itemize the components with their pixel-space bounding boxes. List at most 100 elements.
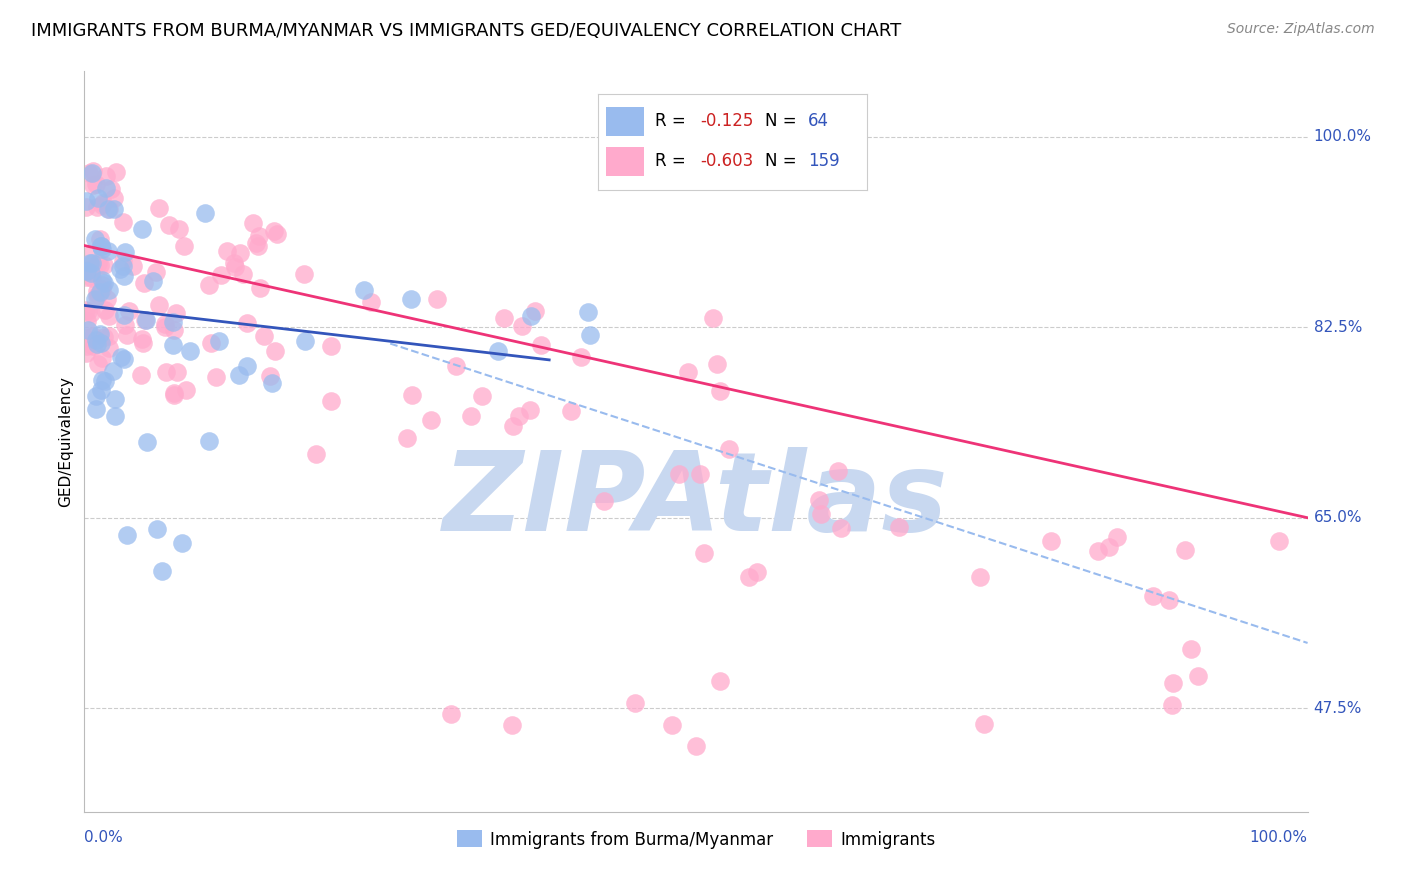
Point: [1040, 534, 1063, 549]
Point: [76, 339, 98, 353]
Point: [89, 326, 111, 341]
Point: [91, 242, 114, 256]
Point: [114, 318, 136, 333]
Point: [94, 375, 117, 389]
Point: [176, 383, 198, 397]
Point: [83, 292, 105, 306]
Point: [90, 336, 112, 351]
Point: [150, 565, 173, 579]
Point: [90, 373, 112, 387]
Point: [105, 164, 128, 178]
Point: [98, 309, 121, 323]
Point: [444, 359, 467, 373]
Point: [685, 739, 707, 754]
Point: [79, 247, 101, 261]
Point: [709, 674, 731, 689]
Point: [693, 546, 716, 560]
Point: [132, 276, 155, 290]
Point: [129, 368, 152, 383]
Point: [75, 200, 97, 214]
Point: [84, 333, 107, 347]
Point: [115, 328, 138, 343]
Point: [86, 289, 108, 303]
Point: [97, 328, 120, 343]
Point: [1174, 543, 1197, 558]
Point: [136, 435, 159, 450]
Point: [204, 369, 226, 384]
Point: [173, 239, 195, 253]
Point: [131, 332, 153, 346]
Point: [112, 351, 135, 366]
Point: [709, 384, 731, 399]
Point: [319, 393, 342, 408]
Point: [104, 409, 127, 423]
Point: [163, 388, 186, 402]
Point: [401, 388, 423, 402]
Point: [319, 339, 342, 353]
Text: 0.0%: 0.0%: [84, 830, 124, 846]
Point: [93, 277, 115, 291]
Point: [222, 255, 245, 269]
Point: [96, 244, 118, 258]
Point: [114, 245, 136, 260]
Point: [167, 222, 190, 236]
Point: [502, 717, 524, 731]
Point: [153, 320, 176, 334]
Point: [162, 338, 184, 352]
Point: [86, 336, 108, 351]
Point: [112, 309, 135, 323]
Point: [103, 191, 125, 205]
Point: [94, 169, 117, 184]
Point: [209, 268, 232, 283]
Point: [75, 194, 97, 208]
Point: [1157, 592, 1180, 607]
Point: [100, 182, 122, 196]
Point: [87, 288, 110, 302]
Point: [82, 164, 104, 178]
Point: [142, 274, 165, 288]
Point: [706, 357, 728, 371]
Point: [75, 330, 97, 344]
Text: 65.0%: 65.0%: [1313, 510, 1362, 525]
Point: [807, 493, 830, 508]
Point: [1187, 668, 1209, 682]
Point: [94, 181, 117, 195]
Point: [79, 256, 101, 270]
Point: [155, 365, 177, 379]
Point: [90, 278, 112, 293]
Point: [520, 310, 543, 324]
Point: [200, 336, 222, 351]
Point: [79, 265, 101, 279]
Point: [148, 298, 170, 312]
Point: [89, 231, 111, 245]
Text: ZIPAtlas: ZIPAtlas: [443, 447, 949, 554]
Point: [973, 717, 995, 731]
Point: [77, 323, 100, 337]
Legend: Immigrants from Burma/Myanmar, Immigrants: Immigrants from Burma/Myanmar, Immigrant…: [450, 823, 942, 855]
Point: [91, 196, 114, 211]
Point: [131, 221, 153, 235]
Point: [80, 306, 103, 320]
Point: [229, 246, 252, 260]
Point: [360, 295, 382, 310]
Point: [471, 388, 494, 402]
Point: [82, 339, 104, 353]
Point: [103, 364, 125, 378]
Point: [94, 302, 117, 317]
Point: [228, 368, 250, 383]
Point: [232, 267, 254, 281]
Point: [1180, 641, 1202, 656]
Text: 47.5%: 47.5%: [1313, 701, 1362, 715]
Point: [97, 283, 120, 297]
Point: [235, 359, 257, 373]
Point: [82, 178, 104, 192]
Point: [661, 717, 683, 731]
Point: [668, 467, 690, 482]
Point: [132, 335, 155, 350]
Point: [104, 392, 127, 406]
Point: [103, 202, 125, 216]
Point: [111, 254, 134, 268]
Text: Source: ZipAtlas.com: Source: ZipAtlas.com: [1227, 22, 1375, 37]
Point: [419, 413, 441, 427]
Point: [560, 404, 582, 418]
